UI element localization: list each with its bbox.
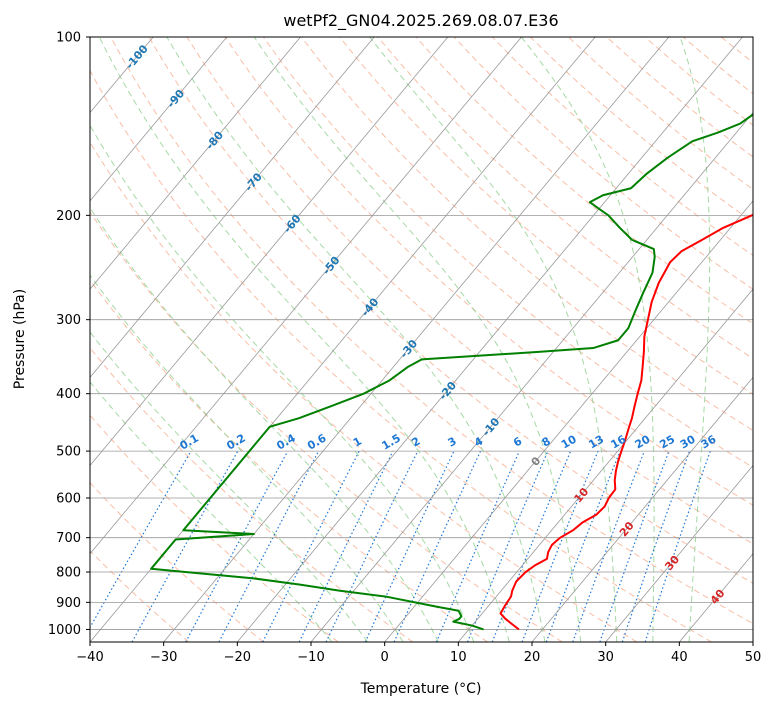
dry-adiabat-line [415, 37, 753, 325]
x-axis-ticks: −40 −30 −20 −10 0 10 20 30 40 50 [76, 642, 761, 665]
moist-adiabat-line [90, 331, 369, 642]
x-tick-label: 30 [597, 650, 614, 665]
y-tick-label: 300 [56, 313, 81, 328]
dewpoint-line [150, 113, 753, 631]
y-axis-label: Pressure (hPa) [12, 289, 28, 389]
isotherm-line [310, 112, 753, 642]
isotherm-line [163, 37, 670, 642]
moist-adiabat-line [90, 207, 439, 642]
y-tick-label: 100 [56, 31, 81, 46]
dry-adiabat-line [453, 37, 753, 290]
y-tick-label: 600 [56, 492, 81, 507]
dry-adiabat-line [148, 37, 753, 584]
x-tick-label: −40 [76, 650, 103, 665]
dry-adiabat-line [377, 37, 753, 360]
isotherm-line [90, 37, 301, 290]
temperature-line [499, 213, 753, 631]
y-tick-label: 200 [56, 209, 81, 224]
y-axis-ticks: 1000 900 800 700 600 500 400 300 200 100 [48, 31, 90, 638]
isotherm-line [458, 288, 753, 642]
moist-adiabat-line [679, 37, 711, 642]
isotherm-line [90, 37, 449, 467]
isotherm-line [384, 200, 753, 642]
isotherm-line [90, 37, 228, 202]
y-tick-label: 1000 [48, 623, 81, 638]
isotherm-line [605, 464, 753, 642]
dry-adiabat-line [90, 550, 190, 642]
grid-lines [90, 37, 753, 642]
y-tick-label: 900 [56, 596, 81, 611]
dry-adiabat-line [110, 37, 753, 625]
moist-adiabat-line [98, 37, 510, 642]
dry-adiabat-line [90, 279, 488, 642]
moist-adiabat-line [520, 37, 655, 642]
moist-adiabat-line [369, 37, 618, 642]
x-tick-label: 20 [524, 650, 541, 665]
x-tick-label: 40 [671, 650, 688, 665]
x-tick-label: −30 [150, 650, 177, 665]
x-tick-label: 0 [381, 650, 389, 665]
moist-adiabat-line [253, 37, 582, 642]
x-tick-label: 10 [450, 650, 467, 665]
y-tick-label: 400 [56, 387, 81, 402]
moist-adiabat-line [90, 274, 404, 642]
moist-adiabat-line [90, 381, 333, 642]
plot-frame [89, 36, 754, 643]
mixing-ratio-labels: 0.1 0.2 0.4 0.6 1 1.5 2 3 4 6 8 10 13 16 20 25 30 36 [177, 431, 718, 452]
isotherm-line [237, 37, 743, 642]
dry-adiabat-line [90, 347, 414, 642]
x-tick-label: 50 [745, 650, 762, 665]
x-axis-label: Temperature (°C) [360, 681, 482, 697]
moist-adiabat-line [166, 37, 546, 642]
chart-title: wetPf2_GN04.2025.269.08.07.E36 [283, 11, 558, 31]
isotherm-line [90, 37, 522, 555]
x-tick-label: −10 [297, 650, 324, 665]
profile-lines [150, 113, 753, 631]
dry-adiabat-line [90, 69, 712, 642]
y-tick-label: 500 [56, 445, 81, 460]
dry-adiabat-line [90, 141, 638, 642]
y-tick-label: 800 [56, 566, 81, 581]
x-tick-label: −20 [224, 650, 251, 665]
y-tick-label: 700 [56, 531, 81, 546]
isotherm-line [90, 37, 375, 378]
isotherm-line [531, 376, 753, 642]
moist-adiabat-line [90, 124, 475, 642]
